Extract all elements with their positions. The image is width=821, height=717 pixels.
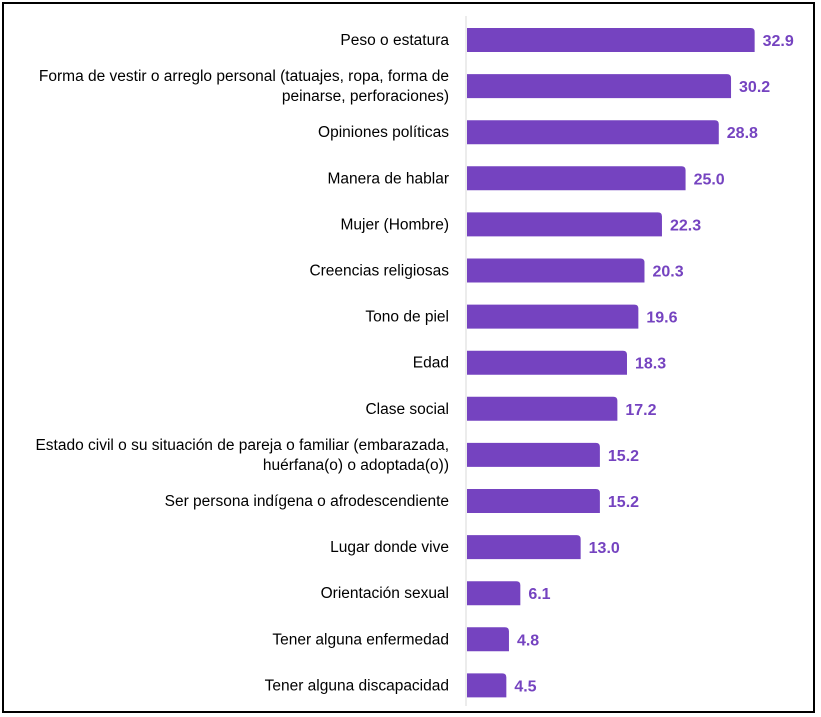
bar xyxy=(467,627,509,652)
category-label: Manera de hablar xyxy=(328,170,450,187)
category-label: Estado civil o su situación de pareja o … xyxy=(35,437,449,474)
bar xyxy=(467,166,686,191)
value-label: 6.1 xyxy=(528,586,550,603)
category-label-line: Orientación sexual xyxy=(321,585,449,602)
category-label: Clase social xyxy=(365,401,449,418)
value-label: 17.2 xyxy=(625,402,656,419)
category-label-line: huérfana(o) o adoptada(o)) xyxy=(263,457,449,474)
category-label-line: Lugar donde vive xyxy=(330,539,449,556)
category-label-line: Estado civil o su situación de pareja o … xyxy=(35,437,449,454)
category-label-line: Manera de hablar xyxy=(328,170,450,187)
category-label-line: Tener alguna discapacidad xyxy=(265,677,449,694)
category-label-line: peinarse, perforaciones) xyxy=(282,88,449,105)
category-label-line: Opiniones políticas xyxy=(318,124,449,141)
bar xyxy=(467,581,521,606)
category-label: Peso o estatura xyxy=(340,32,449,49)
bar xyxy=(467,442,600,467)
bar-chart: 32.9 Peso o estatura 30.2 Forma de vestir o… xyxy=(35,16,794,706)
bar xyxy=(467,304,639,329)
bar xyxy=(467,489,600,513)
value-label: 25.0 xyxy=(694,171,725,188)
value-label: 15.2 xyxy=(608,494,639,511)
category-label-line: Peso o estatura xyxy=(340,32,449,49)
value-label: 28.8 xyxy=(727,125,758,142)
category-label-line: Tener alguna enfermedad xyxy=(272,631,449,648)
category-label: Tener alguna discapacidad xyxy=(265,677,449,694)
category-label: Mujer (Hombre) xyxy=(340,216,449,233)
category-label-line: Ser persona indígena o afrodescendiente xyxy=(165,493,449,510)
bar xyxy=(467,396,618,421)
bar xyxy=(467,120,719,145)
value-label: 13.0 xyxy=(589,540,620,557)
category-label: Lugar donde vive xyxy=(330,539,449,556)
value-label: 19.6 xyxy=(646,310,677,327)
bar xyxy=(467,350,627,375)
bar xyxy=(467,258,645,283)
value-label: 4.5 xyxy=(514,678,536,695)
category-label-line: Edad xyxy=(413,355,449,372)
value-label: 30.2 xyxy=(739,79,770,96)
bar xyxy=(467,673,507,698)
value-label: 20.3 xyxy=(652,264,683,281)
category-label: Tono de piel xyxy=(365,309,449,326)
category-label-line: Tono de piel xyxy=(365,309,449,326)
bar xyxy=(467,28,755,52)
category-label: Orientación sexual xyxy=(321,585,449,602)
category-label-line: Clase social xyxy=(365,401,449,418)
category-label-line: Forma de vestir o arreglo personal (tatu… xyxy=(39,68,449,85)
category-label: Opiniones políticas xyxy=(318,124,449,141)
value-label: 4.8 xyxy=(517,632,539,649)
category-label: Tener alguna enfermedad xyxy=(272,631,449,648)
value-label: 32.9 xyxy=(763,33,794,50)
category-label: Ser persona indígena o afrodescendiente xyxy=(165,493,449,510)
bar xyxy=(467,74,732,99)
category-label-line: Creencias religiosas xyxy=(309,263,449,280)
bar xyxy=(467,212,662,237)
category-label: Edad xyxy=(413,355,449,372)
category-label: Creencias religiosas xyxy=(309,263,449,280)
value-label: 22.3 xyxy=(670,217,701,234)
category-label: Forma de vestir o arreglo personal (tatu… xyxy=(39,68,449,105)
value-label: 18.3 xyxy=(635,356,666,373)
category-label-line: Mujer (Hombre) xyxy=(340,216,449,233)
bar xyxy=(467,535,581,560)
value-label: 15.2 xyxy=(608,448,639,465)
